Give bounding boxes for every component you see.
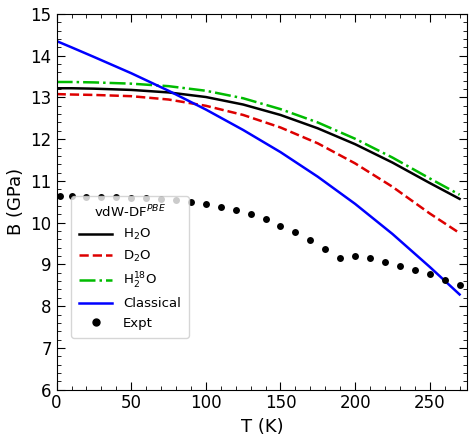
X-axis label: T (K): T (K) (240, 418, 283, 436)
Y-axis label: B (GPa): B (GPa) (7, 168, 25, 235)
Legend: H$_2$O, D$_2$O, H$_2^{18}$O, Classical, Expt: H$_2$O, D$_2$O, H$_2^{18}$O, Classical, … (72, 196, 189, 338)
